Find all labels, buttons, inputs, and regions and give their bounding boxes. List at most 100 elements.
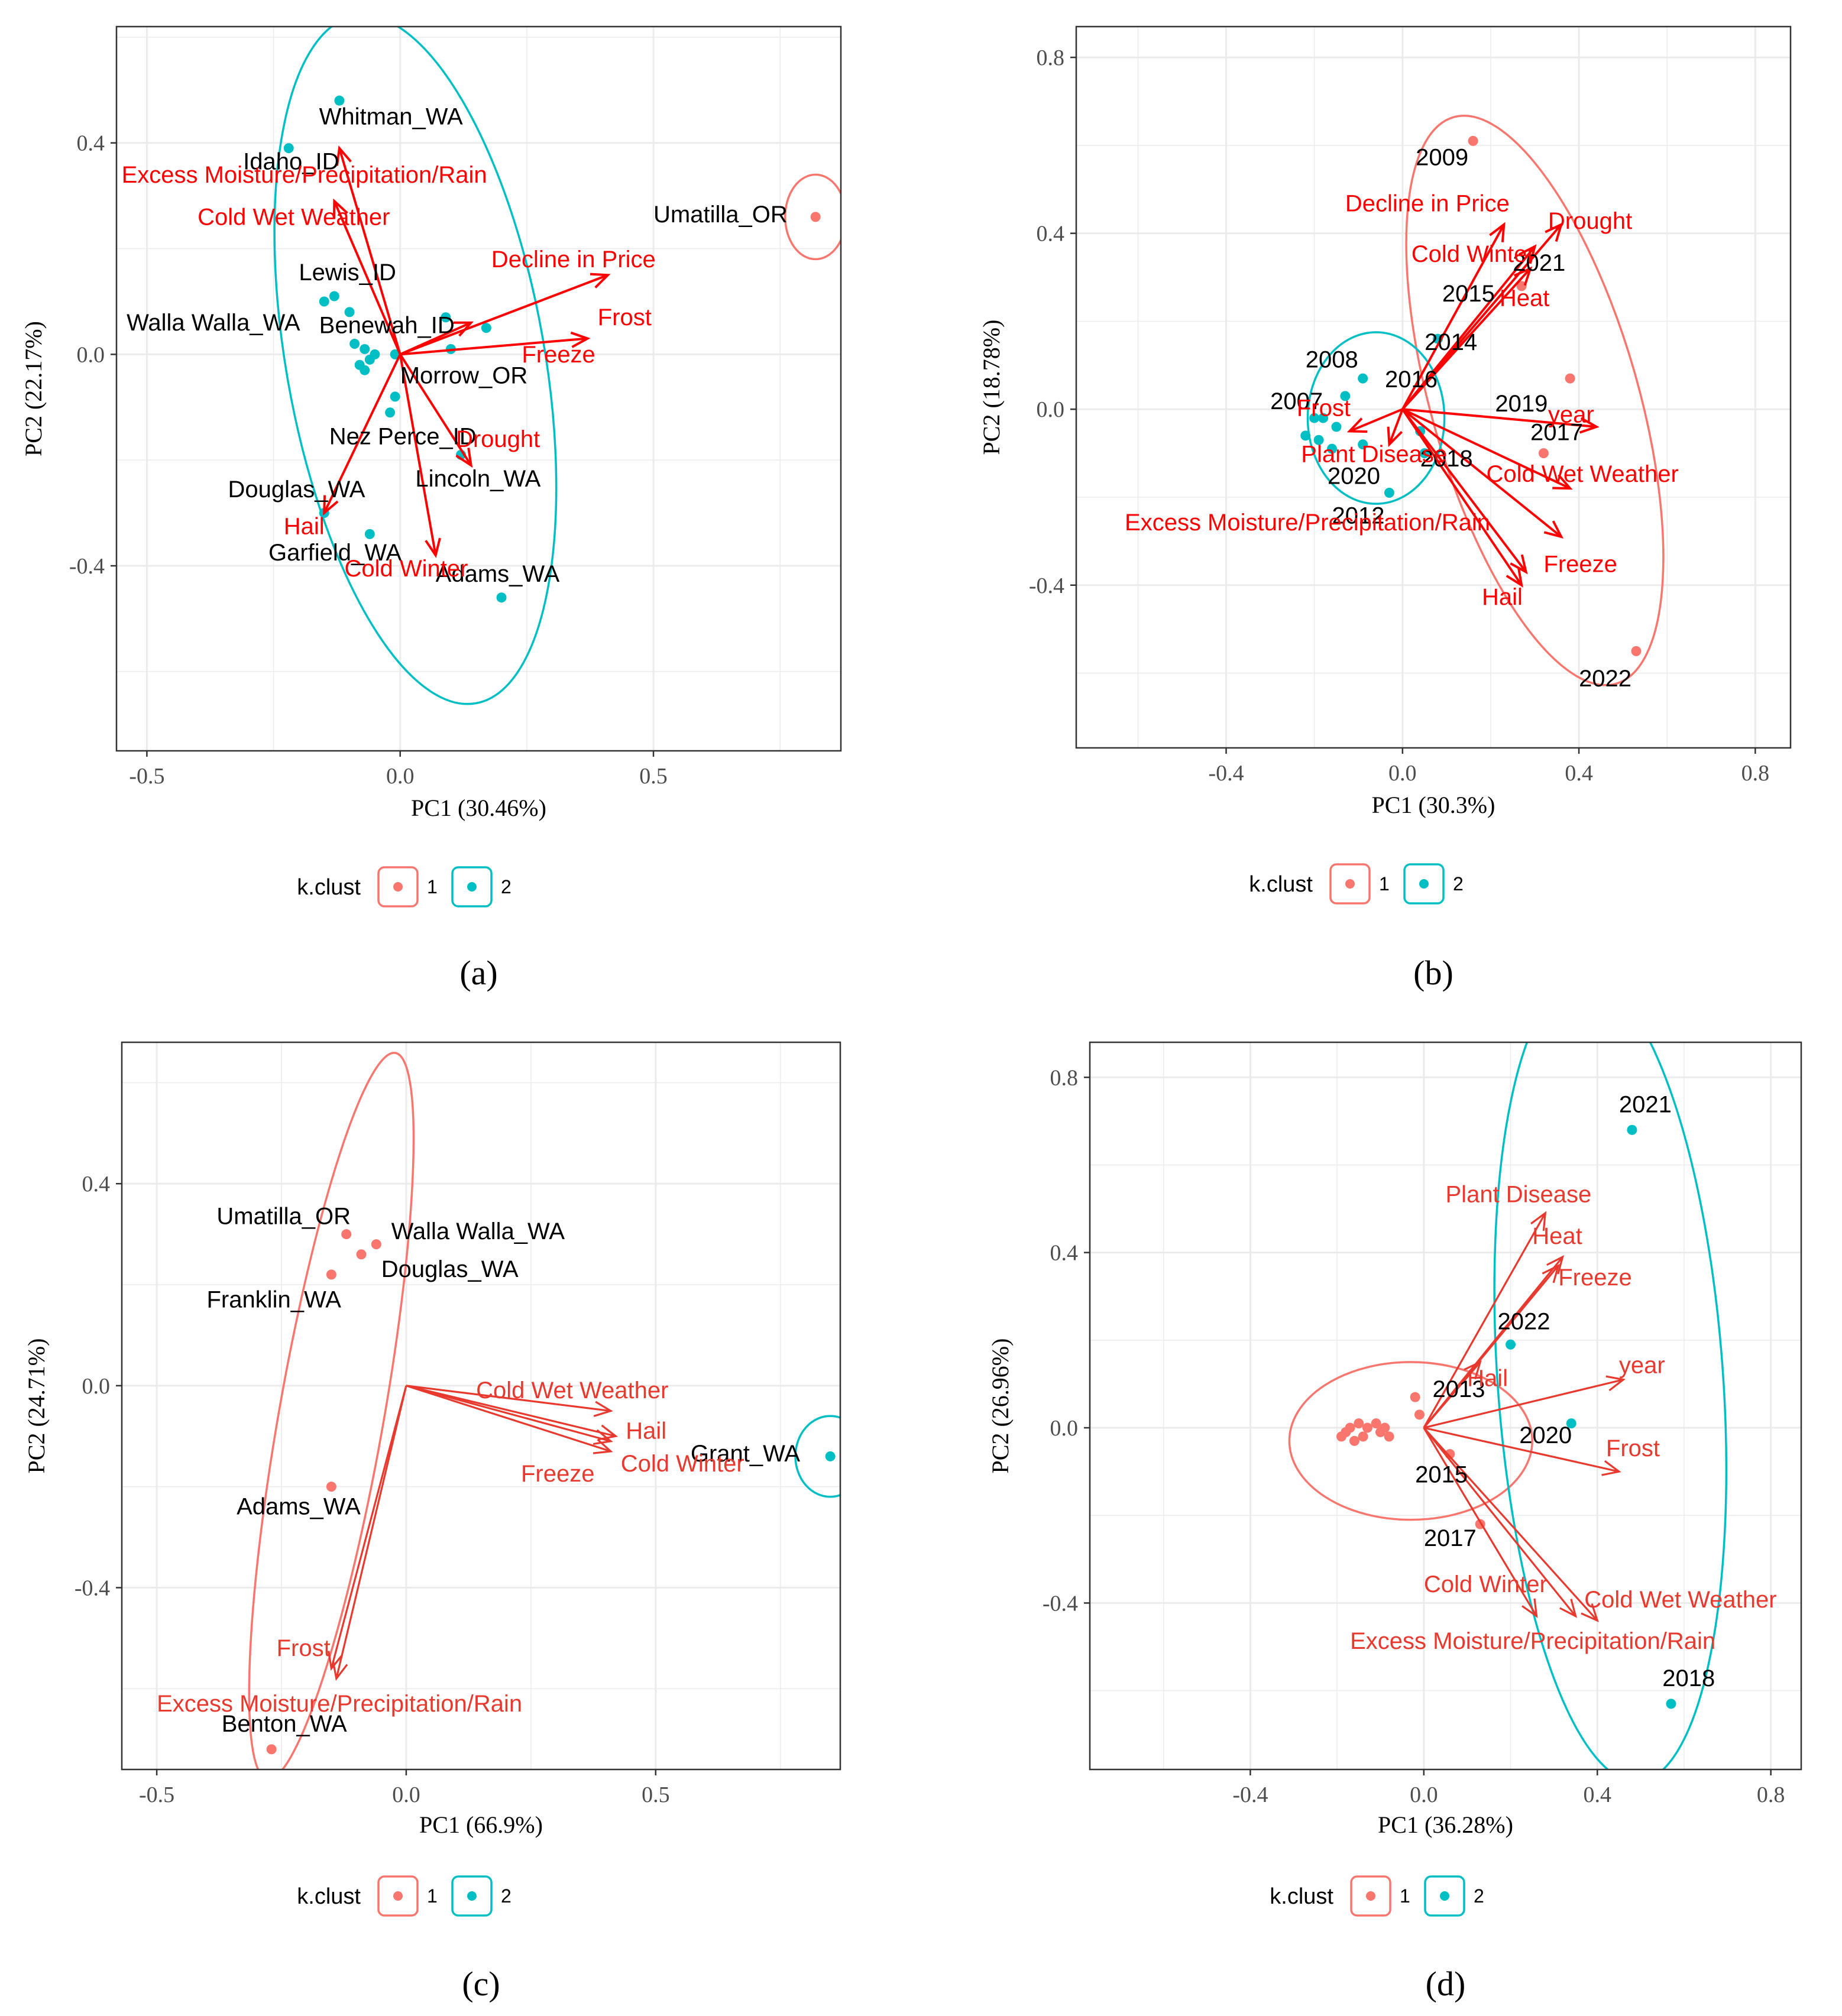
- vector-line: [333, 200, 402, 355]
- cluster-1-ellipse: [1405, 115, 1665, 686]
- vector-label: Frost: [1606, 1435, 1660, 1461]
- vector-arrowhead: [1510, 554, 1528, 575]
- loading-vector: [332, 1385, 407, 1681]
- vector-label: Heat: [1500, 285, 1550, 311]
- x-tick-label: 0.0: [386, 764, 415, 789]
- legend-key-dot: [393, 882, 403, 892]
- x-tick-label: -0.4: [1208, 761, 1244, 786]
- loading-vector: [332, 198, 402, 355]
- vector-line: [323, 354, 402, 514]
- data-point: [1414, 1409, 1425, 1420]
- vector-line: [1401, 409, 1523, 586]
- loading-vector: [1401, 408, 1564, 539]
- legend-key-dot: [1366, 1891, 1375, 1901]
- y-tick-label: 0.0: [1037, 397, 1065, 422]
- data-point: [360, 343, 370, 354]
- loading-vector: [327, 1385, 407, 1671]
- data-point: [1516, 281, 1527, 291]
- loading-vector: [406, 1385, 619, 1441]
- data-point: [1358, 373, 1368, 384]
- cluster-2-ellipse: [1493, 1042, 1728, 1769]
- vector-line: [1402, 408, 1597, 428]
- point-label: 2022: [1498, 1308, 1550, 1334]
- vector-label: year: [1619, 1352, 1665, 1378]
- legend-title: k.clust: [1270, 1884, 1333, 1909]
- vector-arrowhead: [1601, 1460, 1621, 1476]
- plot-layer: [1288, 1042, 1728, 1769]
- vector-arrowhead: [1518, 244, 1537, 264]
- data-point: [825, 1451, 836, 1461]
- legend: k.clust 1 2: [297, 866, 512, 907]
- point-label: Franklin_WA: [206, 1286, 341, 1312]
- x-tick-label: -0.5: [129, 764, 164, 789]
- panel-label: (d): [1426, 1965, 1466, 2003]
- data-point: [1358, 1431, 1368, 1442]
- vector-arrowhead: [1552, 474, 1573, 490]
- vector-line: [399, 354, 472, 466]
- point-label: 2013: [1432, 1376, 1485, 1402]
- point-label: 2017: [1530, 419, 1583, 445]
- x-tick-label: 0.4: [1583, 1782, 1611, 1807]
- data-point: [1410, 1392, 1420, 1402]
- x-axis-title: PC1 (30.3%): [1372, 792, 1495, 818]
- data-point: [385, 407, 396, 418]
- data-point: [1300, 430, 1311, 441]
- panel-label: (c): [462, 1965, 500, 2003]
- data-point: [1309, 413, 1320, 423]
- plot-layer: [273, 27, 841, 705]
- y-axis-title: PC2 (18.78%): [978, 320, 1005, 455]
- vector-label: Frost: [1297, 395, 1351, 421]
- vector-arrowhead: [570, 331, 591, 348]
- y-tick-label: 0.0: [82, 1374, 111, 1399]
- data-point: [1318, 413, 1329, 423]
- cluster-1-ellipse: [248, 1052, 415, 1769]
- loading-vector: [1401, 222, 1506, 410]
- legend-label: 2: [501, 1885, 512, 1907]
- grid: [122, 1042, 840, 1769]
- plot-background: [116, 27, 841, 751]
- point-label: Nez Perce_ID: [329, 423, 477, 449]
- loading-vector: [1346, 408, 1403, 433]
- point-label: Garfield_WA: [268, 540, 402, 566]
- point-label: 2014: [1425, 329, 1477, 355]
- legend-label: 2: [501, 876, 512, 897]
- vector-line: [330, 1385, 407, 1669]
- point-label: Lewis_ID: [299, 260, 396, 286]
- point-label: 2008: [1306, 347, 1358, 373]
- loading-vector: [399, 321, 474, 356]
- loading-vector: [400, 331, 591, 356]
- y-tick-label: 0.8: [1037, 46, 1065, 70]
- panel-c: Umatilla_OR Walla Walla_WA Douglas_WA Frank…: [23, 1041, 841, 2003]
- vector-label: Hail: [284, 513, 325, 539]
- vector-line: [1401, 408, 1527, 573]
- vector-line: [1401, 408, 1562, 538]
- plot-layer: [1300, 115, 1665, 686]
- vector-line: [406, 1385, 611, 1453]
- data-point: [283, 143, 294, 154]
- x-axis-title: PC1 (66.9%): [419, 1811, 543, 1838]
- vector-line: [1349, 408, 1403, 433]
- plot-layer: [248, 1052, 840, 1769]
- legend-title: k.clust: [1249, 872, 1313, 897]
- y-tick-label: 0.0: [77, 342, 105, 367]
- point-label: 2017: [1424, 1525, 1477, 1551]
- vector-line: [1423, 1378, 1624, 1429]
- vector-label: Cold Wet Weather: [1584, 1587, 1776, 1613]
- legend-label: 2: [1474, 1885, 1484, 1907]
- loading-vector: [323, 354, 402, 516]
- x-tick-label: 0.5: [642, 1782, 670, 1807]
- data-point: [344, 307, 355, 317]
- vector-arrowhead: [1346, 417, 1368, 433]
- point-label: Walla Walla_WA: [127, 310, 300, 336]
- point-label: 2015: [1415, 1462, 1468, 1488]
- plot-background: [1076, 27, 1791, 748]
- loading-vector: [1401, 408, 1528, 575]
- loading-vector: [1402, 408, 1600, 434]
- vector-line: [1388, 409, 1404, 445]
- vector-arrowhead: [453, 321, 474, 337]
- data-point: [1380, 1422, 1390, 1433]
- point-label: Grant_WA: [691, 1441, 801, 1467]
- legend-key-dot: [1440, 1891, 1449, 1901]
- point-label: Adams_WA: [237, 1494, 361, 1520]
